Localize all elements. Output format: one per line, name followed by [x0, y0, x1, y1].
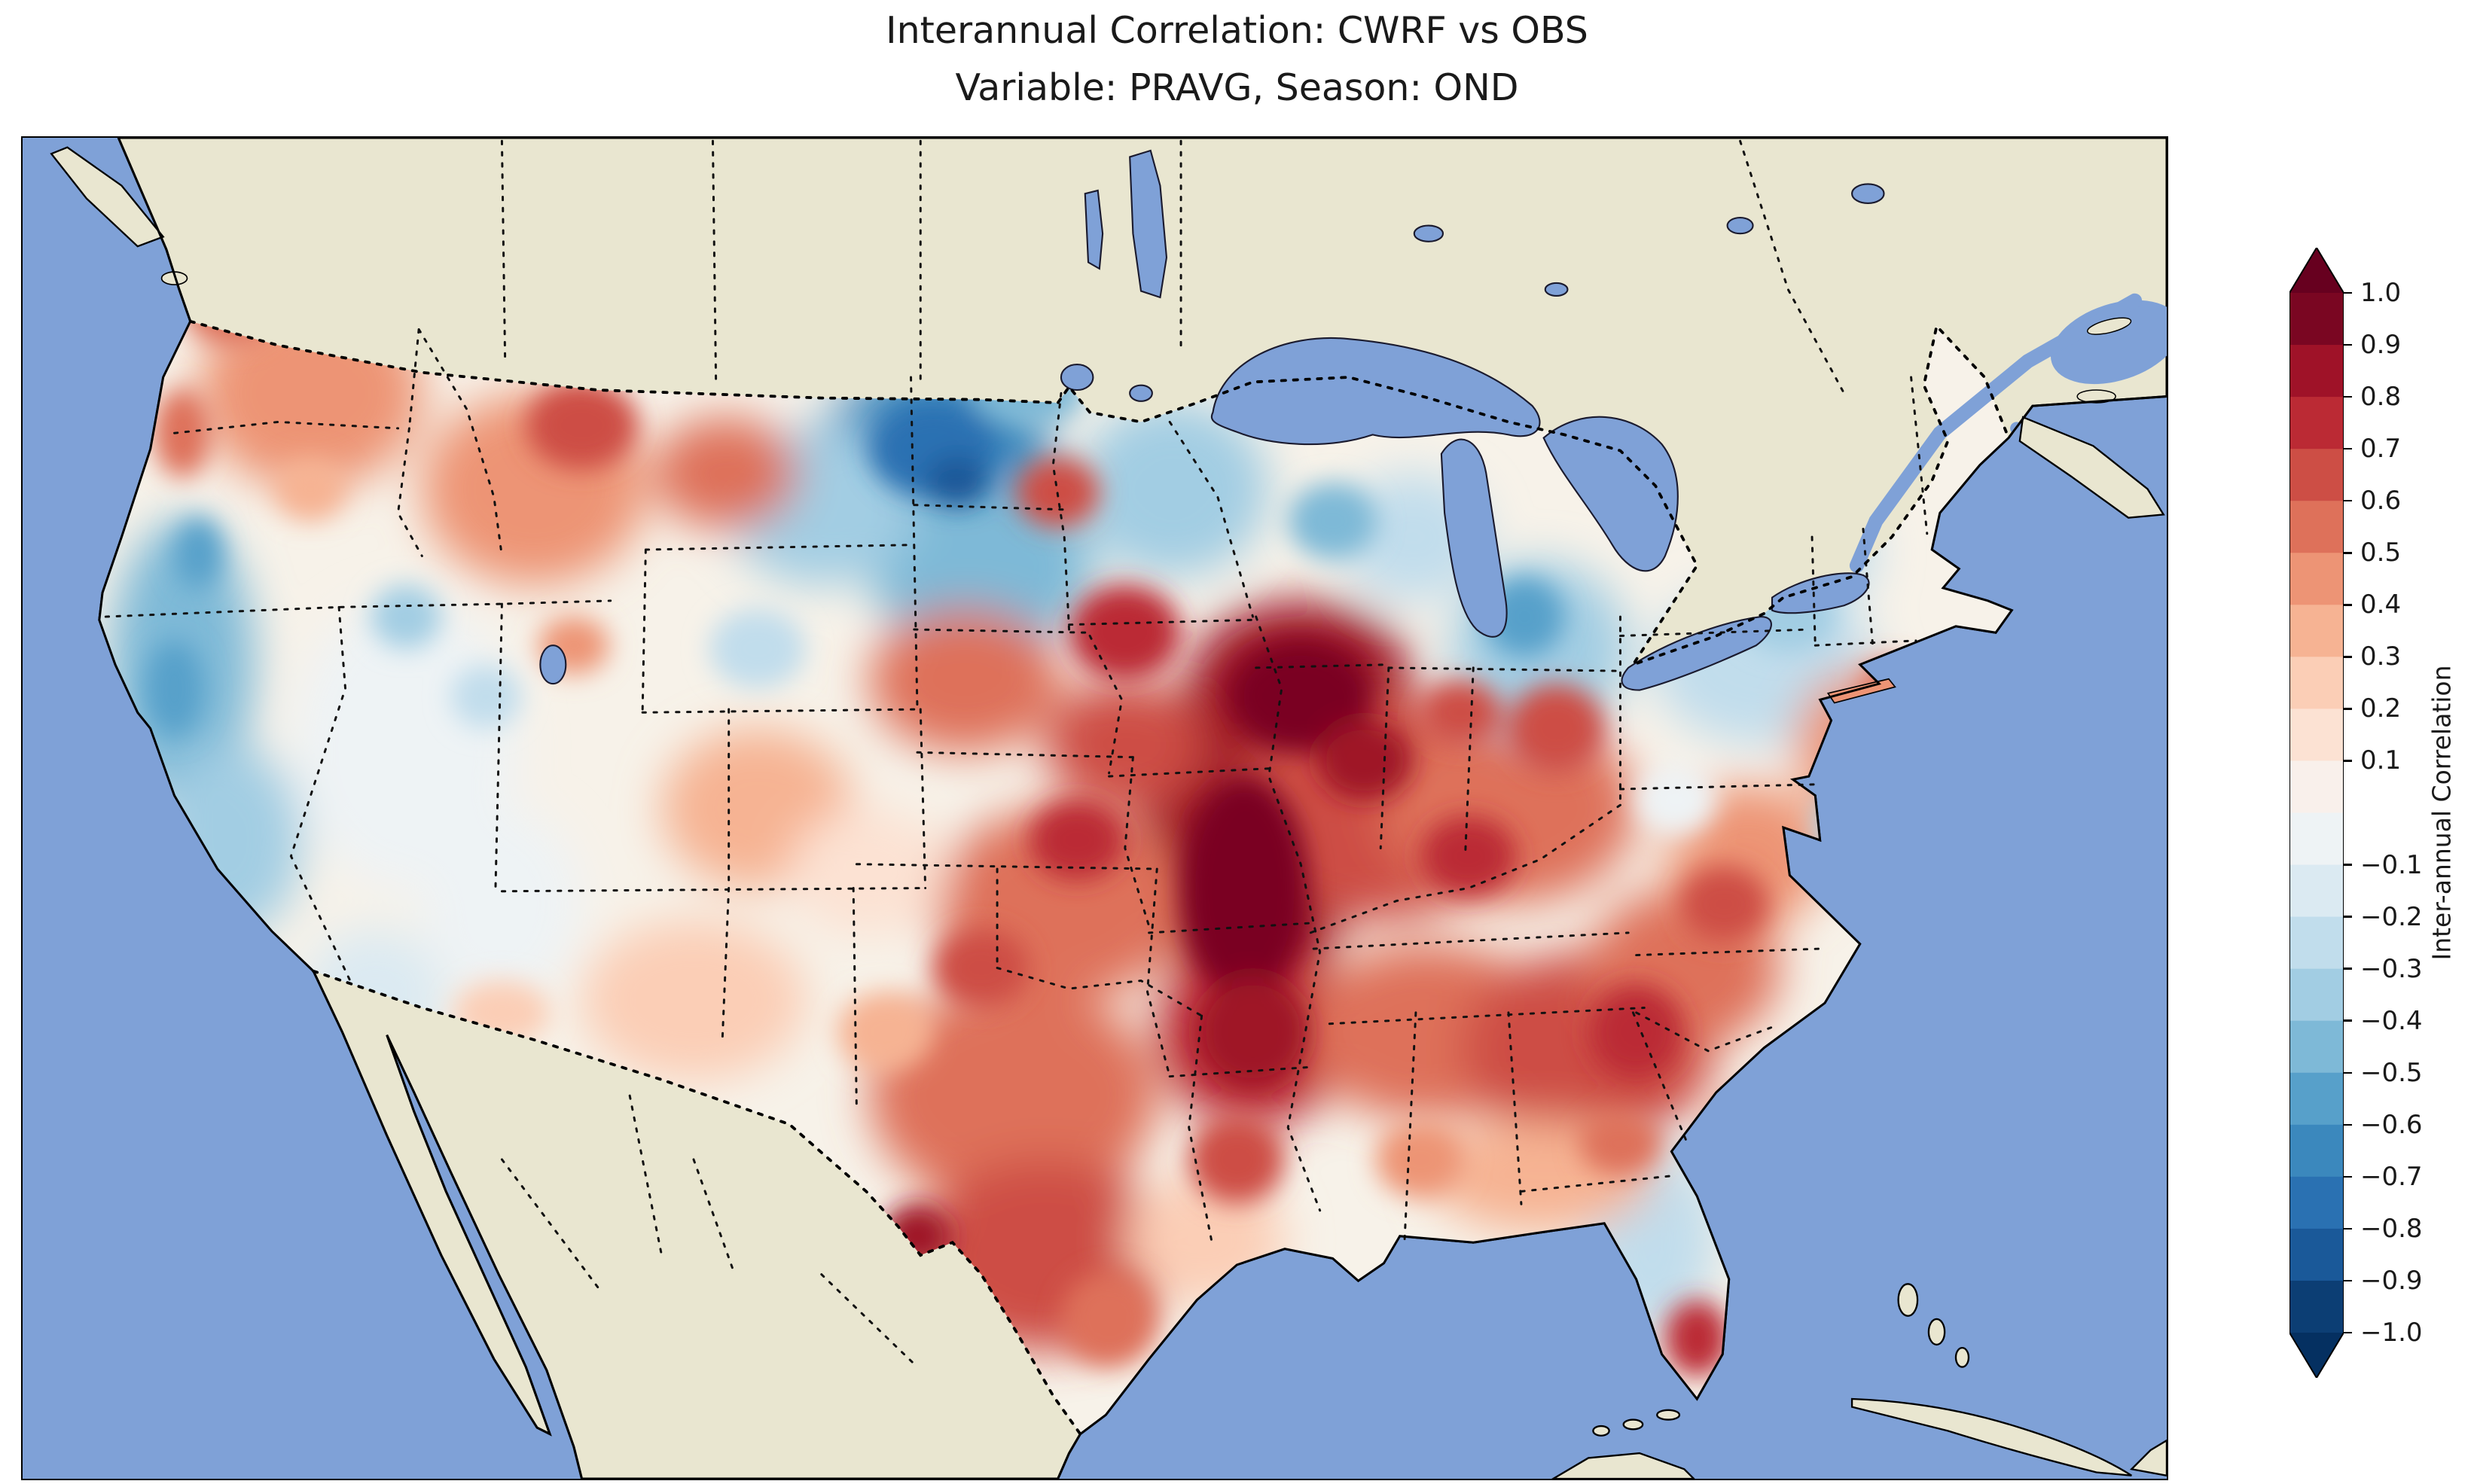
colorbar-tick: [2344, 395, 2352, 398]
province-borders: [500, 139, 1845, 1369]
colorbar-band: [2289, 812, 2344, 866]
colorbar-tick: [2344, 1331, 2352, 1334]
colorbar-band: [2289, 1280, 2344, 1333]
colorbar-band: [2289, 1228, 2344, 1281]
colorbar-tick: [2344, 499, 2352, 502]
colorbar-tick-label: 0.8: [2360, 382, 2402, 413]
colorbar-band: [2289, 553, 2344, 605]
colorbar-bands: [2289, 293, 2344, 1333]
colorbar-band: [2289, 657, 2344, 709]
colorbar-tick-label: −0.6: [2360, 1109, 2423, 1140]
colorbar-tick: [2344, 916, 2352, 918]
colorbar-tick-label: −0.3: [2360, 953, 2423, 984]
colorbar-tick: [2344, 708, 2352, 710]
coastline: [98, 138, 2167, 1479]
nova-scotia: [2018, 416, 2165, 519]
colorbar-tick-label: 0.5: [2360, 538, 2402, 568]
colorbar-band: [2289, 1020, 2344, 1074]
colorbar-tick: [2344, 864, 2352, 866]
figure-title-line1: Interannual Correlation: CWRF vs OBS: [886, 9, 1588, 52]
colorbar-tick: [2344, 1019, 2352, 1022]
colorbar-axis-label: Inter-annual Correlation: [2427, 665, 2457, 961]
colorbar-band: [2289, 501, 2344, 553]
colorbar-band: [2289, 449, 2344, 501]
colorbar-tick-label: −0.1: [2360, 849, 2423, 880]
map-axes: [21, 136, 2168, 1480]
colorbar-extend-arrow-top: [2289, 248, 2344, 293]
colorbar-extend-arrow-bottom: [2289, 1333, 2344, 1378]
colorbar-tick: [2344, 967, 2352, 970]
colorbar-tick-label: 0.1: [2360, 745, 2402, 776]
colorbar-tick-label: 0.4: [2360, 590, 2402, 620]
us-correlation-map: [23, 138, 2167, 1479]
state-borders: [104, 328, 1929, 1249]
colorbar-tick-label: −0.8: [2360, 1213, 2423, 1244]
colorbar-tick-label: 0.2: [2360, 693, 2402, 724]
colorbar-gradient: [2289, 246, 2344, 1379]
caribbean-islands: [1551, 1283, 2167, 1479]
colorbar-band: [2289, 1124, 2344, 1178]
colorbar-tick-label: −0.2: [2360, 901, 2423, 932]
colorbar-tick-label: 0.6: [2360, 486, 2402, 517]
colorbar-tick: [2344, 1123, 2352, 1126]
colorbar-tick-label: −0.5: [2360, 1057, 2423, 1088]
colorbar-tick: [2344, 1227, 2352, 1230]
colorbar-band: [2289, 864, 2344, 918]
country-borders: [188, 319, 2010, 1436]
colorbar-tick: [2344, 760, 2352, 762]
colorbar-tick-label: 1.0: [2360, 278, 2402, 308]
colorbar-tick: [2344, 291, 2352, 294]
colorbar-tick-label: −0.9: [2360, 1265, 2423, 1296]
colorbar-tick-label: 0.7: [2360, 434, 2402, 465]
colorbar-tick: [2344, 343, 2352, 346]
great-lakes: [539, 149, 1885, 691]
colorbar-tick: [2344, 552, 2352, 554]
colorbar-tick: [2344, 604, 2352, 606]
colorbar-axis-label-wrap: Inter-annual Correlation: [2419, 293, 2464, 1333]
colorbar-tick-label: −1.0: [2360, 1318, 2423, 1348]
colorbar-band: [2289, 760, 2344, 814]
colorbar-band: [2289, 968, 2344, 1022]
colorbar-band: [2289, 293, 2344, 346]
figure-title-line2: Variable: PRAVG, Season: OND: [955, 66, 1519, 109]
prince-edward-island: [2076, 389, 2116, 404]
colorbar-tick: [2344, 1175, 2352, 1178]
colorbar-tick: [2344, 656, 2352, 658]
colorbar: [2289, 246, 2344, 1379]
colorbar-tick: [2344, 1279, 2352, 1282]
colorbar-band: [2289, 1176, 2344, 1230]
colorbar-band: [2289, 916, 2344, 970]
colorbar-tick-label: 0.9: [2360, 330, 2402, 361]
colorbar-band: [2289, 1072, 2344, 1126]
colorbar-band: [2289, 605, 2344, 657]
colorbar-tick: [2344, 447, 2352, 450]
colorbar-band: [2289, 708, 2344, 762]
colorbar-tick-label: −0.4: [2360, 1005, 2423, 1036]
colorbar-tick-label: −0.7: [2360, 1161, 2423, 1192]
colorbar-tick-label: 0.3: [2360, 641, 2402, 672]
colorbar-band: [2289, 345, 2344, 398]
colorbar-tick: [2344, 1071, 2352, 1074]
colorbar-ticks: [2344, 291, 2353, 1334]
colorbar-band: [2289, 397, 2344, 449]
colorbar-tick-labels: 1.0 0.9 0.8 0.7 0.6 0.5 0.4 0.3 0.2 0.1 −0.1 −0.2 −0…: [2360, 280, 2443, 1345]
